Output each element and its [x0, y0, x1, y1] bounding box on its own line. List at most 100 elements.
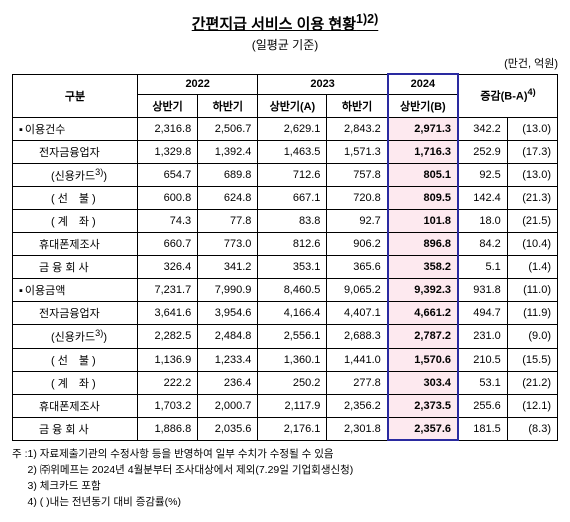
col-2022-h2: 하반기 [198, 94, 258, 117]
row-label: 이용금액 [13, 279, 138, 302]
cell: 92.5 [458, 163, 507, 187]
cell: 4,166.4 [258, 302, 327, 325]
cell: 660.7 [137, 233, 197, 256]
cell: 231.0 [458, 325, 507, 349]
cell-hl: 809.5 [388, 187, 458, 210]
cell: 2,629.1 [258, 117, 327, 140]
cell: 2,843.2 [327, 117, 388, 140]
cell: 1,136.9 [137, 348, 197, 371]
cell: 341.2 [198, 256, 258, 279]
table-row: ( 계 좌 ) 222.2 236.4 250.2 277.8 303.4 53… [13, 371, 558, 394]
cell: 1,441.0 [327, 348, 388, 371]
table-row: 휴대폰제조사 660.7 773.0 812.6 906.2 896.8 84.… [13, 233, 558, 256]
cell: 2,282.5 [137, 325, 197, 349]
cell: 494.7 [458, 302, 507, 325]
cell: 1,392.4 [198, 140, 258, 163]
cell: 667.1 [258, 187, 327, 210]
cell: 7,231.7 [137, 279, 197, 302]
cell: 326.4 [137, 256, 197, 279]
note-head: 주 : [12, 447, 28, 463]
footnotes: 주 : 1) 자료제출기관의 수정사항 등을 반영하여 일부 수치가 수정될 수… [12, 447, 558, 510]
cell: 906.2 [327, 233, 388, 256]
data-table: 구분 2022 2023 2024 증감(B-A)4) 상반기 하반기 상반기(… [12, 73, 558, 441]
note-4: 4) ( )내는 전년동기 대비 증감률(%) [28, 495, 182, 511]
cell: 53.1 [458, 371, 507, 394]
cell: 2,035.6 [198, 417, 258, 440]
row-label: (신용카드3)) [13, 325, 138, 349]
table-row: 이용건수 2,316.8 2,506.7 2,629.1 2,843.2 2,9… [13, 117, 558, 140]
cell: (8.3) [507, 417, 557, 440]
col-2023-h1: 상반기(A) [258, 94, 327, 117]
cell: 757.8 [327, 163, 388, 187]
cell-hl: 9,392.3 [388, 279, 458, 302]
change-sup: 4) [527, 87, 535, 97]
cell: 2,356.2 [327, 394, 388, 417]
row-label: 전자금융업자 [13, 140, 138, 163]
page-title: 간편지급 서비스 이용 현황1)2) [192, 12, 379, 34]
row-label: 이용건수 [13, 117, 138, 140]
cell: 222.2 [137, 371, 197, 394]
table-row: (신용카드3)) 654.7 689.8 712.6 757.8 805.1 9… [13, 163, 558, 187]
cell: 812.6 [258, 233, 327, 256]
table-row: ( 선 불 ) 1,136.9 1,233.4 1,360.1 1,441.0 … [13, 348, 558, 371]
cell-hl: 101.8 [388, 210, 458, 233]
note-2: 2) ㈜위메프는 2024년 4월분부터 조사대상에서 제외(7.29일 기업회… [28, 463, 354, 479]
cell: (1.4) [507, 256, 557, 279]
cell: 2,556.1 [258, 325, 327, 349]
table-row: (신용카드3)) 2,282.5 2,484.8 2,556.1 2,688.3… [13, 325, 558, 349]
cell-hl: 2,787.2 [388, 325, 458, 349]
row-label: ( 선 불 ) [13, 348, 138, 371]
cell: 600.8 [137, 187, 197, 210]
cell: 624.8 [198, 187, 258, 210]
cell: 84.2 [458, 233, 507, 256]
cell: 210.5 [458, 348, 507, 371]
cell-hl: 1,716.3 [388, 140, 458, 163]
table-row: 금 융 회 사 326.4 341.2 353.1 365.6 358.2 5.… [13, 256, 558, 279]
cell: 8,460.5 [258, 279, 327, 302]
table-row: 전자금융업자 1,329.8 1,392.4 1,463.5 1,571.3 1… [13, 140, 558, 163]
cell: (12.1) [507, 394, 557, 417]
cell-hl: 2,373.5 [388, 394, 458, 417]
cell: 4,407.1 [327, 302, 388, 325]
cell-hl: 303.4 [388, 371, 458, 394]
cell: 74.3 [137, 210, 197, 233]
cell: (15.5) [507, 348, 557, 371]
cell: 1,571.3 [327, 140, 388, 163]
cell: (17.3) [507, 140, 557, 163]
table-row: 휴대폰제조사 1,703.2 2,000.7 2,117.9 2,356.2 2… [13, 394, 558, 417]
col-2024-h1: 상반기(B) [388, 94, 458, 117]
cell: 720.8 [327, 187, 388, 210]
cell: 1,703.2 [137, 394, 197, 417]
cell: 1,233.4 [198, 348, 258, 371]
row-label: 금 융 회 사 [13, 256, 138, 279]
note-1: 1) 자료제출기관의 수정사항 등을 반영하여 일부 수치가 수정될 수 있음 [28, 447, 334, 463]
col-2024: 2024 [388, 74, 458, 94]
col-2023: 2023 [258, 74, 388, 94]
cell-hl: 2,971.3 [388, 117, 458, 140]
col-change: 증감(B-A)4) [458, 74, 558, 117]
cell-hl: 1,570.6 [388, 348, 458, 371]
cell: 1,463.5 [258, 140, 327, 163]
cell: 252.9 [458, 140, 507, 163]
cell-hl: 2,357.6 [388, 417, 458, 440]
cell: 3,954.6 [198, 302, 258, 325]
unit-label: (만건, 억원) [12, 55, 558, 71]
cell: 181.5 [458, 417, 507, 440]
cell-hl: 4,661.2 [388, 302, 458, 325]
row-label: ( 선 불 ) [13, 187, 138, 210]
title-text: 간편지급 서비스 이용 현황 [192, 16, 356, 33]
cell: 142.4 [458, 187, 507, 210]
cell: (10.4) [507, 233, 557, 256]
cell: 2,506.7 [198, 117, 258, 140]
cell: 2,301.8 [327, 417, 388, 440]
cell: 2,117.9 [258, 394, 327, 417]
cell: 689.8 [198, 163, 258, 187]
cell: 353.1 [258, 256, 327, 279]
cell-hl: 896.8 [388, 233, 458, 256]
cell-hl: 358.2 [388, 256, 458, 279]
col-2022-h1: 상반기 [137, 94, 197, 117]
col-2022: 2022 [137, 74, 257, 94]
cell: 1,360.1 [258, 348, 327, 371]
row-label: 전자금융업자 [13, 302, 138, 325]
col-2023-h2: 하반기 [327, 94, 388, 117]
